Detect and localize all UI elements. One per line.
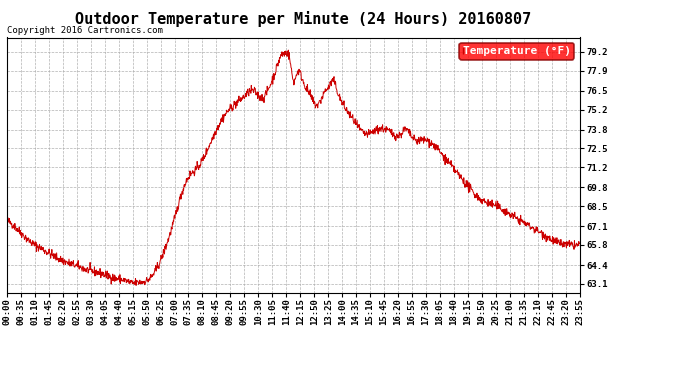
Text: Copyright 2016 Cartronics.com: Copyright 2016 Cartronics.com [7,26,163,35]
Text: Outdoor Temperature per Minute (24 Hours) 20160807: Outdoor Temperature per Minute (24 Hours… [75,11,532,27]
Legend: Temperature (°F): Temperature (°F) [460,43,574,60]
